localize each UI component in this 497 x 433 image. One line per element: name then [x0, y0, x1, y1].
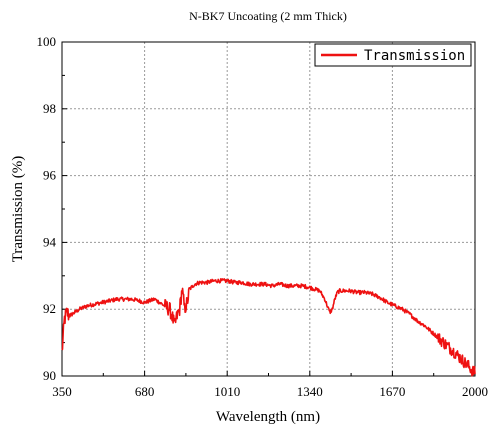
- y-tick-label: 98: [43, 101, 56, 116]
- x-axis-title: Wavelength (nm): [216, 409, 320, 425]
- legend: Transmission: [314, 43, 472, 67]
- y-axis-title: Transmission (%): [10, 156, 26, 263]
- y-tick-label: 90: [43, 368, 56, 383]
- x-tick-label: 1670: [379, 384, 405, 399]
- x-tick-label: 1340: [297, 384, 323, 399]
- y-tick-label: 96: [43, 168, 57, 183]
- series-line-transmission: [61, 278, 476, 377]
- y-tick-label: 92: [43, 301, 56, 316]
- x-tick-label: 2000: [462, 384, 488, 399]
- plot-frame: [61, 41, 476, 377]
- y-tick-label: 100: [37, 34, 57, 49]
- x-tick-label: 350: [52, 384, 72, 399]
- grid: [62, 42, 475, 376]
- legend-box: [314, 43, 472, 67]
- x-tick-label: 1010: [214, 384, 240, 399]
- x-tick-label: 680: [135, 384, 155, 399]
- legend-label-transmission: Transmission: [364, 48, 465, 64]
- chart-title: N-BK7 Uncoating (2 mm Thick): [189, 9, 347, 23]
- axis-ticks: 350 680 1010 1340 1670 2000 90 92 94 96 98 100: [37, 34, 489, 399]
- series-layer: [61, 278, 476, 377]
- y-tick-label: 94: [43, 234, 57, 249]
